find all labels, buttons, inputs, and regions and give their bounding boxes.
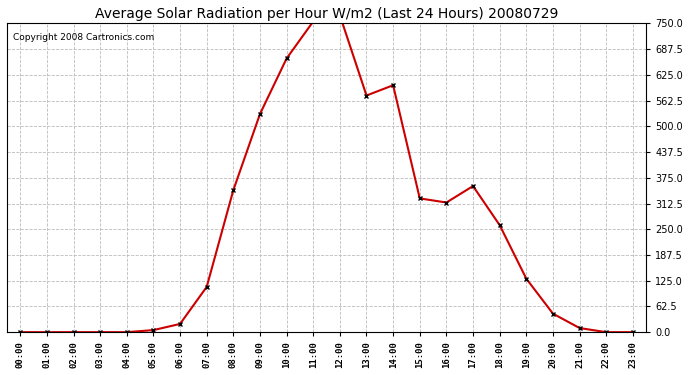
Text: Copyright 2008 Cartronics.com: Copyright 2008 Cartronics.com <box>13 33 155 42</box>
Title: Average Solar Radiation per Hour W/m2 (Last 24 Hours) 20080729: Average Solar Radiation per Hour W/m2 (L… <box>95 7 558 21</box>
